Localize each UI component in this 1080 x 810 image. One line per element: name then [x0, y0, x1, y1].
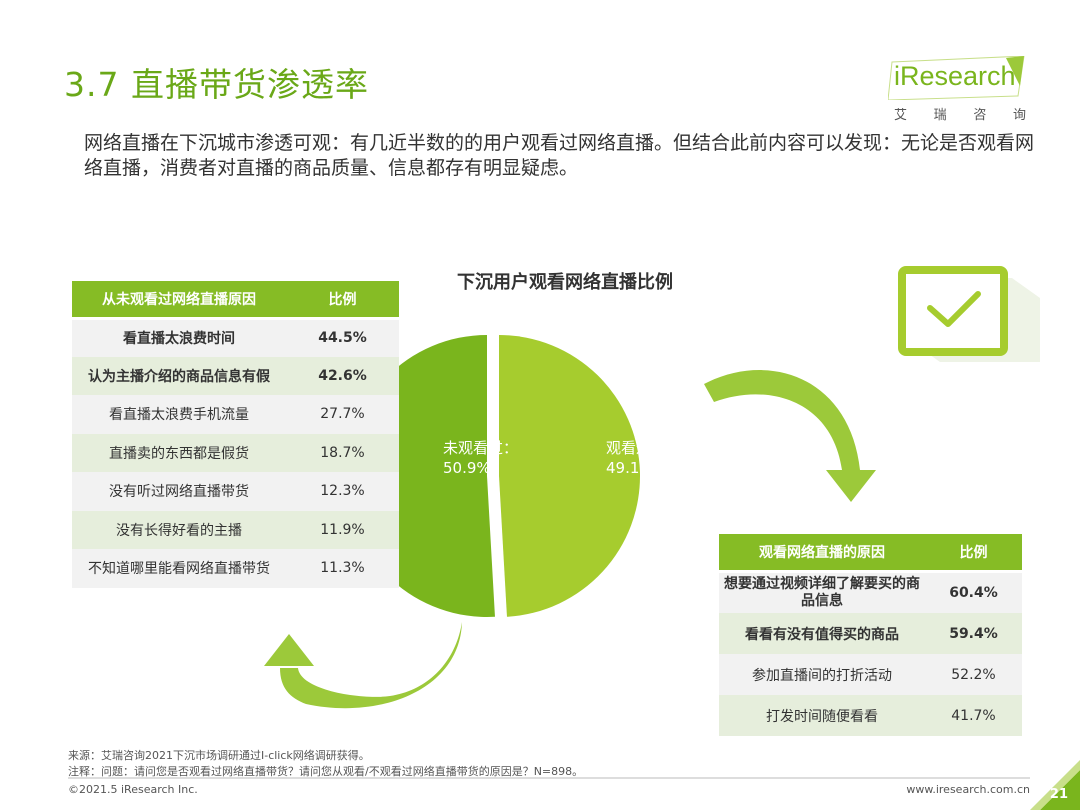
watched-reasons-table: 观看网络直播的原因 比例 想要通过视频详细了解要买的商品信息 60.4% 看看有… — [719, 534, 1022, 736]
table-row: 看直播太浪费手机流量 27.7% — [72, 395, 399, 434]
reason-cell: 不知道哪里能看网络直播带货 — [72, 549, 286, 588]
pct-cell: 18.7% — [286, 433, 399, 472]
pie-value-watched: 49.1% — [606, 459, 654, 477]
pct-cell: 41.7% — [925, 695, 1022, 736]
arrow-left-up-icon — [264, 622, 462, 709]
pct-cell: 27.7% — [286, 395, 399, 434]
logo-sub-char: 艾 — [894, 108, 908, 123]
pct-cell: 44.5% — [286, 318, 399, 357]
pie-label-watched: 观看过： — [606, 439, 666, 457]
pct-cell: 42.6% — [286, 356, 399, 395]
pct-cell: 11.9% — [286, 510, 399, 549]
monitor-check-icon — [898, 266, 1040, 362]
page-title: 3.7 直播带货渗透率 — [64, 65, 369, 104]
table-header: 比例 — [286, 281, 399, 320]
reason-cell: 直播卖的东西都是假货 — [72, 433, 286, 472]
iresearch-logo: iResearch 艾 瑞 咨 询 — [888, 56, 1030, 126]
logo-subtitle: 艾 瑞 咨 询 — [894, 104, 1026, 123]
reason-cell: 参加直播间的打折活动 — [719, 654, 925, 695]
table-row: 想要通过视频详细了解要买的商品信息 60.4% — [719, 571, 1022, 613]
pct-cell: 60.4% — [925, 571, 1022, 613]
table-row: 不知道哪里能看网络直播带货 11.3% — [72, 549, 399, 588]
table-row: 直播卖的东西都是假货 18.7% — [72, 433, 399, 472]
pct-cell: 59.4% — [925, 613, 1022, 654]
arrow-right-down-icon — [704, 370, 876, 502]
table-row: 参加直播间的打折活动 52.2% — [719, 654, 1022, 695]
table-row: 看看有没有值得买的商品 59.4% — [719, 613, 1022, 654]
footer-copyright: ©2021.5 iResearch Inc. — [68, 783, 198, 796]
pct-cell: 12.3% — [286, 472, 399, 511]
not-watched-reasons-table: 从未观看过网络直播原因 比例 看直播太浪费时间 44.5% 认为主播介绍的商品信… — [72, 281, 399, 588]
reason-cell: 没有长得好看的主播 — [72, 510, 286, 549]
footer-url: www.iresearch.com.cn — [906, 783, 1030, 796]
reason-cell: 看直播太浪费时间 — [72, 318, 286, 357]
pct-cell: 52.2% — [925, 654, 1022, 695]
table-row: 打发时间随便看看 41.7% — [719, 695, 1022, 736]
logo-text: iResearch — [894, 61, 1016, 91]
table-row: 没有听过网络直播带货 12.3% — [72, 472, 399, 511]
table-header: 比例 — [925, 534, 1022, 573]
reason-cell: 看直播太浪费手机流量 — [72, 395, 286, 434]
chart-title: 下沉用户观看网络直播比例 — [457, 272, 673, 293]
table-row: 认为主播介绍的商品信息有假 42.6% — [72, 356, 399, 395]
reason-cell: 打发时间随便看看 — [719, 695, 925, 736]
table-row: 没有长得好看的主播 11.9% — [72, 510, 399, 549]
footer-source: 来源：艾瑞咨询2021下沉市场调研通过I-click网络调研获得。 — [68, 749, 370, 762]
logo-banner-icon — [888, 56, 1025, 100]
pie-value-not-watched: 50.9% — [443, 459, 491, 477]
footer-note: 注释：问题：请问您是否观看过网络直播带货？请问您从观看/不观看过网络直播带货的原… — [68, 765, 584, 778]
logo-sub-char: 咨 — [973, 108, 987, 123]
pie-label-not-watched: 未观看过： — [443, 439, 518, 457]
reason-cell: 想要通过视频详细了解要买的商品信息 — [719, 571, 925, 613]
logo-sub-char: 询 — [1012, 108, 1026, 123]
reason-cell: 看看有没有值得买的商品 — [719, 613, 925, 654]
table-header: 观看网络直播的原因 — [719, 534, 925, 573]
pie-slice-watched — [499, 335, 640, 617]
intro-text: 网络直播在下沉城市渗透可观：有几近半数的的用户观看过网络直播。但结合此前内容可以… — [84, 132, 1035, 179]
reason-cell: 认为主播介绍的商品信息有假 — [72, 356, 286, 395]
table-row: 看直播太浪费时间 44.5% — [72, 318, 399, 357]
logo-sub-char: 瑞 — [933, 108, 947, 123]
page-number: 21 — [1049, 787, 1068, 802]
corner-decoration-light — [1030, 760, 1080, 810]
table-header: 从未观看过网络直播原因 — [72, 281, 286, 320]
pct-cell: 11.3% — [286, 549, 399, 588]
reason-cell: 没有听过网络直播带货 — [72, 472, 286, 511]
